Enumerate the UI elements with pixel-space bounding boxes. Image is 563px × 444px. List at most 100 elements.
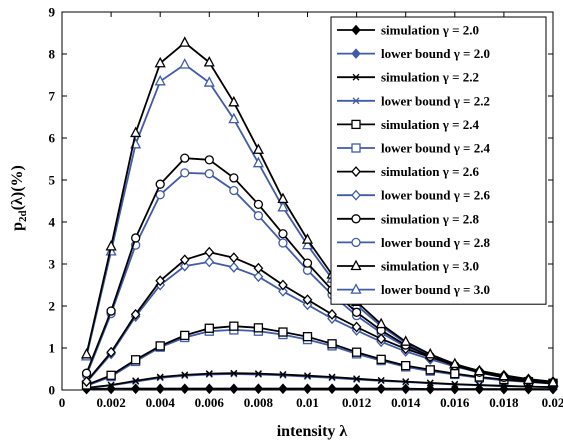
data-point [253,262,264,274]
y-axis-label-subscript: 2d [17,210,29,222]
legend-marker [351,24,361,36]
data-point [278,383,288,394]
data-point [252,143,264,154]
data-point [229,383,239,394]
legend-label: lower bound γ = 2.0 [381,46,490,61]
data-point [277,200,289,212]
data-point [451,380,459,388]
data-point [204,155,214,165]
data-point [204,169,214,179]
data-point [203,56,215,67]
legend-item: simulation γ = 2.2 [337,70,479,85]
data-point [229,185,239,196]
legend-item: simulation γ = 2.0 [337,23,479,38]
data-point [204,323,214,333]
x-tick-label: 0.004 [146,395,176,410]
data-point [179,254,190,266]
data-point [253,199,264,210]
data-point [155,179,165,189]
legend-label: lower bound γ = 2.8 [381,235,490,250]
data-point [400,335,412,346]
legend-label: lower bound γ = 2.6 [381,188,490,203]
legend-item: lower bound γ = 2.0 [337,46,490,61]
y-tick-label: 6 [49,131,56,146]
legend-label: simulation γ = 2.0 [381,23,479,38]
legend-label: simulation γ = 3.0 [381,259,479,274]
axes: 0 0.002 0.004 0.006 0.008 0.01 0.012 0.014 0.016… [49,5,563,411]
legend-marker [351,166,361,178]
x-tick-label: 0.01 [296,395,319,410]
data-point [180,330,190,341]
data-point [130,126,142,138]
data-point [302,332,313,342]
x-tick-label: 0.008 [244,395,274,410]
data-point [180,153,190,163]
data-point [179,58,191,69]
legend-marker [352,97,360,105]
y-tick-label: 4 [49,215,56,230]
data-point [156,373,164,381]
data-point [253,323,264,333]
y-tick-label: 1 [49,341,56,356]
data-point [376,383,386,394]
data-point [351,383,362,394]
y-tick-label: 0 [49,383,56,398]
data-point [278,229,288,239]
x-tick-label: 0.006 [195,395,225,410]
x-tick-label: 0.014 [391,395,421,410]
data-point [106,306,116,316]
data-point [80,347,93,359]
data-point [130,355,141,365]
legend-item: lower bound γ = 3.0 [337,282,490,297]
data-point [254,370,262,378]
series-line [86,372,554,389]
data-point [253,211,264,221]
legend-label: simulation γ = 2.2 [381,70,479,85]
data-point [402,378,410,386]
x-tick-label: 0 [59,395,66,410]
legend-item: simulation γ = 2.8 [337,211,480,226]
y-tick-label: 8 [49,47,56,62]
data-point [229,173,239,183]
data-point [426,379,434,387]
x-tick-label: 0.02 [542,395,563,410]
data-point [107,381,115,389]
data-point [130,308,141,320]
data-point [375,317,387,329]
data-point [181,371,189,379]
data-point [376,354,386,364]
data-point [547,376,559,387]
data-point [327,339,337,349]
legend-marker [351,143,361,153]
legend-item: lower bound γ = 2.8 [337,235,490,250]
data-point [130,383,141,394]
y-tick-label: 5 [49,173,56,188]
data-point [351,347,362,357]
data-point [106,370,116,380]
legend-marker [350,259,362,271]
series-5 [81,325,558,391]
data-point [179,36,191,47]
legend-marker [351,237,361,248]
x-tick-label: 0.016 [440,395,470,410]
legend-marker [351,119,361,130]
data-point [353,375,361,383]
data-point [302,294,313,306]
data-point [81,376,92,388]
data-point [277,192,289,204]
data-point [179,260,190,272]
data-point [228,252,239,264]
data-point [278,327,288,337]
legend-item: lower bound γ = 2.6 [337,188,490,203]
legend-label: simulation γ = 2.6 [381,164,480,179]
data-point [401,383,411,394]
data-point [278,238,288,248]
data-point [351,307,362,317]
legend-label: simulation γ = 2.8 [381,211,480,226]
legend-marker [351,189,361,201]
legend-marker [351,214,361,224]
data-point [230,369,238,377]
y-tick-label: 7 [49,89,56,104]
x-tick-label: 0.018 [489,395,519,410]
legend-label: lower bound γ = 2.2 [381,93,490,108]
